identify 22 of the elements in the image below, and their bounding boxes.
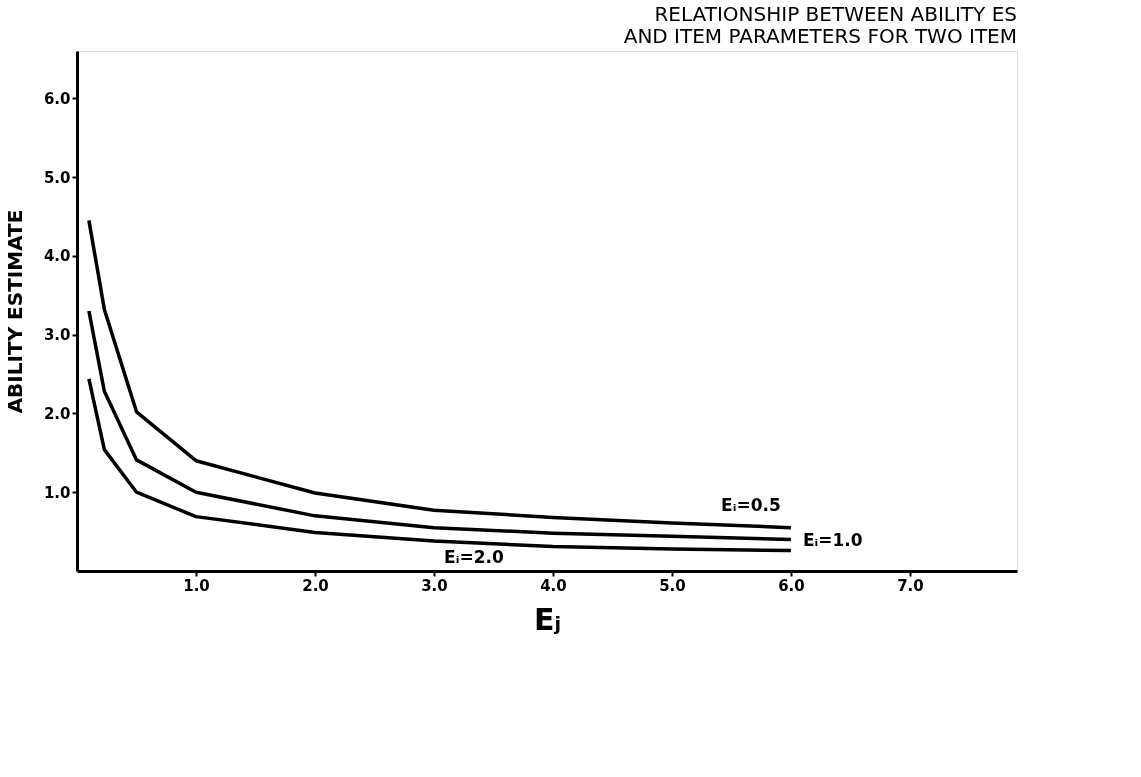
x-tick-label: 6.0 (778, 576, 805, 595)
y-tick-label: 1.0 (43, 483, 71, 502)
y-tick-label: 3.0 (43, 326, 71, 345)
x-tick-label: 4.0 (540, 576, 567, 595)
y-tick-label: 2.0 (43, 404, 71, 423)
x-tick-label: 7.0 (897, 576, 924, 595)
y-tick-label: 5.0 (43, 168, 71, 187)
text: AND ITEM PARAMETERS FOR TWO ITEM (623, 24, 1017, 48)
y-axis-title: ABILITY ESTIMATE (2, 209, 27, 414)
x-tick-label: 3.0 (421, 576, 448, 595)
x-tick-label: 1.0 (183, 576, 210, 595)
line-series (87, 218, 793, 530)
line-series (87, 309, 793, 542)
text: RELATIONSHIP BETWEEN ABILITY ES (654, 2, 1017, 26)
series-label: Eᵢ=1.0 (802, 530, 863, 551)
y-tick-label: 6.0 (43, 89, 71, 108)
y-tick-label: 4.0 (43, 247, 71, 266)
series-label: Eᵢ=2.0 (444, 547, 504, 568)
x-axis-title: Eⱼ (533, 601, 562, 637)
series-label: Eᵢ=0.5 (721, 494, 781, 515)
x-tick-label: 5.0 (659, 576, 686, 595)
x-tick-label: 2.0 (302, 576, 329, 595)
